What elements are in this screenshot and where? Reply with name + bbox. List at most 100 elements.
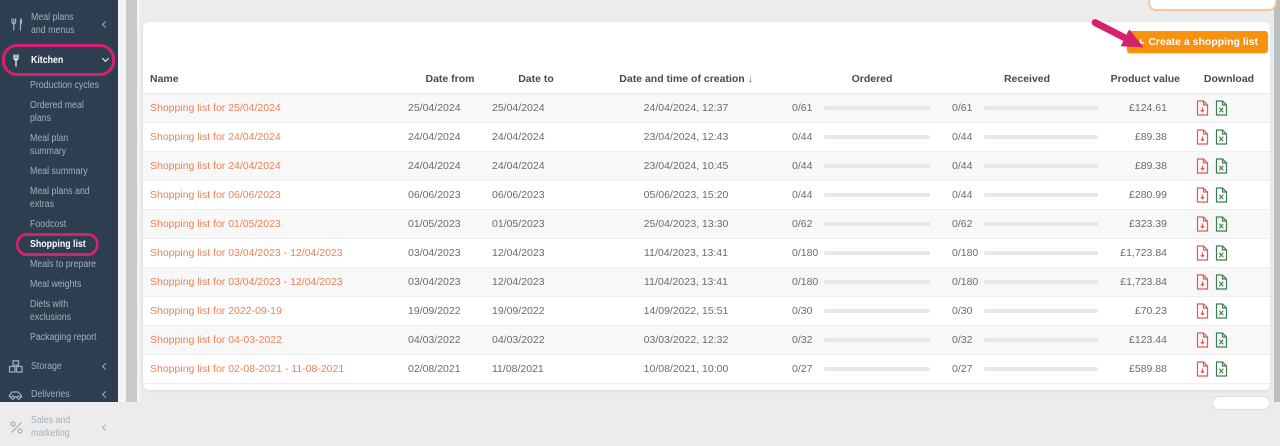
sidebar-item-meal-plan-summary[interactable]: Meal plan summary xyxy=(0,129,118,162)
sidebar-item-label: Foodcost xyxy=(30,218,104,231)
sidebar-item-storage[interactable]: Storage xyxy=(0,352,118,380)
create-shopping-list-button[interactable]: + Create a shopping list xyxy=(1127,31,1268,53)
sidebar-item-kitchen[interactable]: Kitchen xyxy=(0,46,118,74)
sidebar-item-label: Ordered meal plans xyxy=(30,99,104,125)
ordered-progress-bar xyxy=(824,135,930,139)
received-progress: 0/27 xyxy=(952,363,1102,375)
xls-download-icon[interactable] xyxy=(1215,274,1228,290)
pdf-download-icon[interactable] xyxy=(1196,361,1209,377)
column-header-date-from[interactable]: Date from xyxy=(408,73,492,85)
sort-descending-icon[interactable]: ↓ xyxy=(748,74,753,85)
received-count: 0/61 xyxy=(952,102,978,114)
sidebar-item-deliveries[interactable]: Deliveries xyxy=(0,380,118,408)
page-scrollbar-thumb[interactable] xyxy=(1274,0,1280,402)
received-progress: 0/180 xyxy=(952,276,1102,288)
ordered-progress-bar xyxy=(824,280,930,284)
column-header-created[interactable]: Date and time of creation↓ xyxy=(580,73,792,85)
sidebar-scrollbar-thumb[interactable] xyxy=(126,0,137,402)
sidebar-item-meal-plans-and-menus[interactable]: Meal plans and menus xyxy=(0,5,118,43)
pdf-download-icon[interactable] xyxy=(1196,245,1209,261)
sidebar-item-meal-plans-and-extras[interactable]: Meal plans and extras xyxy=(0,182,118,215)
pdf-download-icon[interactable] xyxy=(1196,274,1209,290)
ordered-progress: 0/180 xyxy=(792,276,952,288)
ordered-count: 0/180 xyxy=(792,276,818,288)
xls-download-icon[interactable] xyxy=(1215,245,1228,261)
xls-download-icon[interactable] xyxy=(1215,158,1228,174)
sidebar-item-meal-summary[interactable]: Meal summary xyxy=(0,162,118,182)
sidebar-item-label: Shopping list xyxy=(30,238,104,251)
cell-created: 11/04/2023, 13:41 xyxy=(580,276,792,288)
download-cell xyxy=(1188,129,1270,145)
pdf-download-icon[interactable] xyxy=(1196,100,1209,116)
sidebar-item-ordered-meal-plans[interactable]: Ordered meal plans xyxy=(0,96,118,129)
shopping-list-link[interactable]: Shopping list for 24/04/2024 xyxy=(150,160,408,172)
column-header-product-value[interactable]: Product value xyxy=(1102,73,1188,85)
shopping-list-link[interactable]: Shopping list for 2022-09-19 xyxy=(150,305,408,317)
shopping-list-link[interactable]: Shopping list for 01/05/2023 xyxy=(150,218,408,230)
xls-download-icon[interactable] xyxy=(1215,303,1228,319)
received-count: 0/180 xyxy=(952,247,978,259)
chevron-left-icon xyxy=(102,423,109,430)
top-cutoff-panel[interactable] xyxy=(1148,0,1277,11)
product-value: £123.44 xyxy=(1102,334,1188,346)
column-header-name[interactable]: Name xyxy=(150,73,408,85)
sidebar-item-production-cycles[interactable]: Production cycles xyxy=(0,76,118,96)
shopping-list-link[interactable]: Shopping list for 06/06/2023 xyxy=(150,189,408,201)
received-progress: 0/44 xyxy=(952,189,1102,201)
column-header-received[interactable]: Received xyxy=(952,73,1102,85)
shopping-list-link[interactable]: Shopping list for 03/04/2023 - 12/04/202… xyxy=(150,276,408,288)
shopping-list-link[interactable]: Shopping list for 04-03-2022 xyxy=(150,334,408,346)
cell-date-to: 06/06/2023 xyxy=(492,189,580,201)
xls-download-icon[interactable] xyxy=(1215,187,1228,203)
ordered-progress: 0/62 xyxy=(792,218,952,230)
xls-download-icon[interactable] xyxy=(1215,332,1228,348)
cell-created: 14/09/2022, 15:51 xyxy=(580,305,792,317)
sidebar-item-meal-weights[interactable]: Meal weights xyxy=(0,275,118,295)
received-progress: 0/44 xyxy=(952,160,1102,172)
sidebar-item-meals-to-prepare[interactable]: Meals to prepare xyxy=(0,255,118,275)
boxes-icon xyxy=(8,358,24,374)
shopping-list-link[interactable]: Shopping list for 02-08-2021 - 11-08-202… xyxy=(150,363,408,375)
pdf-download-icon[interactable] xyxy=(1196,303,1209,319)
pdf-download-icon[interactable] xyxy=(1196,187,1209,203)
sidebar-item-label: Sales and marketing xyxy=(31,414,88,440)
pdf-download-icon[interactable] xyxy=(1196,129,1209,145)
sidebar-item-shopping-list[interactable]: Shopping list xyxy=(0,235,118,255)
cell-created: 10/08/2021, 10:00 xyxy=(580,363,792,375)
plus-icon: + xyxy=(1137,36,1145,49)
shopping-list-link[interactable]: Shopping list for 25/04/2024 xyxy=(150,102,408,114)
received-progress: 0/180 xyxy=(952,247,1102,259)
ordered-count: 0/180 xyxy=(792,247,818,259)
xls-download-icon[interactable] xyxy=(1215,100,1228,116)
cell-date-from: 25/04/2024 xyxy=(408,102,492,114)
ordered-progress-bar xyxy=(824,338,930,342)
xls-download-icon[interactable] xyxy=(1215,216,1228,232)
column-header-date-to[interactable]: Date to xyxy=(492,73,580,85)
ordered-progress: 0/44 xyxy=(792,189,952,201)
sidebar-item-foodcost[interactable]: Foodcost xyxy=(0,215,118,235)
column-header-ordered[interactable]: Ordered xyxy=(792,73,952,85)
product-value: £280.99 xyxy=(1102,189,1188,201)
xls-download-icon[interactable] xyxy=(1215,361,1228,377)
sidebar-item-diets-with-exclusions[interactable]: Diets with exclusions xyxy=(0,295,118,328)
sidebar-item-packaging-report[interactable]: Packaging report xyxy=(0,328,118,348)
sidebar-item-label: Storage xyxy=(31,360,88,373)
received-progress-bar xyxy=(984,338,1098,342)
xls-download-icon[interactable] xyxy=(1215,129,1228,145)
shopping-list-link[interactable]: Shopping list for 03/04/2023 - 12/04/202… xyxy=(150,247,408,259)
pdf-download-icon[interactable] xyxy=(1196,216,1209,232)
table-header-row: Name Date from Date to Date and time of … xyxy=(143,64,1270,94)
chevron-left-icon xyxy=(102,362,109,369)
shopping-list-link[interactable]: Shopping list for 24/04/2024 xyxy=(150,131,408,143)
ordered-progress-bar xyxy=(824,164,930,168)
pdf-download-icon[interactable] xyxy=(1196,332,1209,348)
received-progress-bar xyxy=(984,193,1098,197)
ordered-progress: 0/180 xyxy=(792,247,952,259)
bottom-cutoff-panel[interactable] xyxy=(1212,396,1270,410)
pdf-download-icon[interactable] xyxy=(1196,158,1209,174)
sidebar-item-sales-and-marketing[interactable]: Sales and marketing xyxy=(0,408,118,446)
